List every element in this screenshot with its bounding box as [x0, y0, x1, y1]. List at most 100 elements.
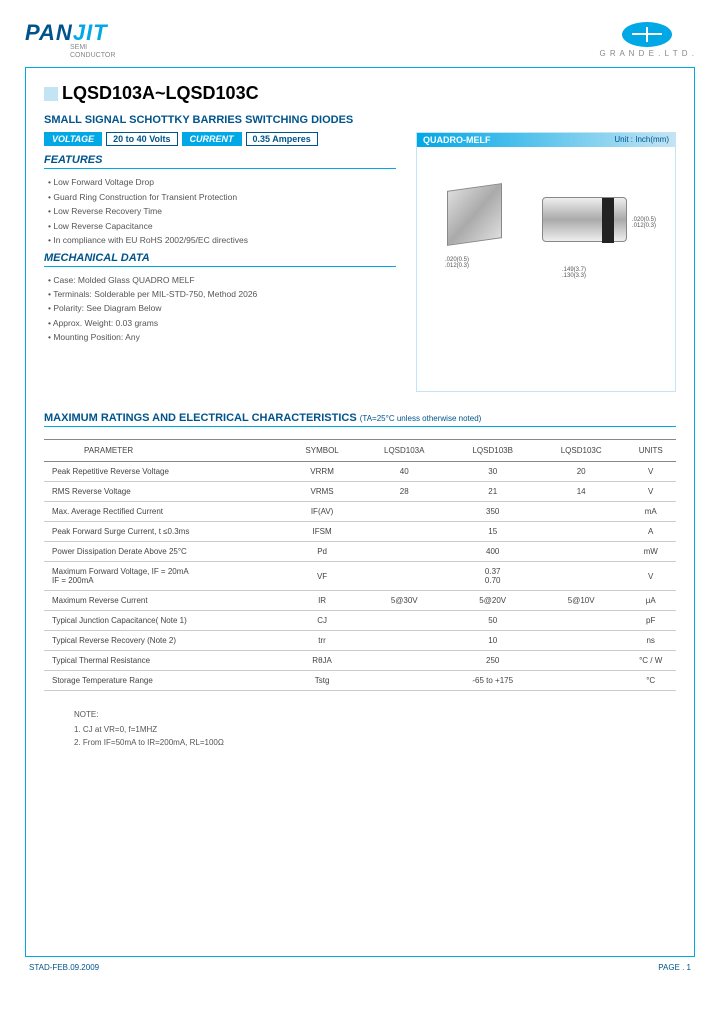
cell-parameter: Typical Reverse Recovery (Note 2)	[44, 631, 284, 651]
logo-text-pan: PAN	[25, 20, 73, 46]
cell-symbol: Tstg	[284, 671, 360, 691]
ratings-table: PARAMETER SYMBOL LQSD103A LQSD103B LQSD1…	[44, 439, 676, 691]
table-row: Typical Junction Capacitance( Note 1)CJ5…	[44, 611, 676, 631]
subtitle: SMALL SIGNAL SCHOTTKY BARRIES SWITCHING …	[44, 114, 676, 126]
dimension-2: .149(3.7) .130(3.3)	[562, 267, 586, 279]
col-a: LQSD103A	[360, 440, 448, 462]
table-row: Typical Reverse Recovery (Note 2)trr10ns	[44, 631, 676, 651]
package-box: QUADRO-MELF Unit : Inch(mm) .020(0.5) .0…	[416, 132, 676, 392]
cell-value: 5@30V	[360, 591, 448, 611]
table-row: RMS Reverse VoltageVRMS282114V	[44, 482, 676, 502]
mechanical-item: Case: Molded Glass QUADRO MELF	[48, 273, 396, 287]
table-row: Power Dissipation Derate Above 25°CPd400…	[44, 542, 676, 562]
logo-subtext: SEMI CONDUCTOR	[70, 44, 115, 59]
package-title: QUADRO-MELF	[423, 135, 491, 145]
table-row: Max. Average Rectified CurrentIF(AV)350m…	[44, 502, 676, 522]
table-row: Storage Temperature RangeTstg-65 to +175…	[44, 671, 676, 691]
cathode-band	[602, 198, 614, 243]
table-row: Peak Repetitive Reverse VoltageVRRM40302…	[44, 462, 676, 482]
upper-columns: VOLTAGE 20 to 40 Volts CURRENT 0.35 Ampe…	[44, 132, 676, 392]
table-header-row: PARAMETER SYMBOL LQSD103A LQSD103B LQSD1…	[44, 440, 676, 462]
cell-parameter: Typical Thermal Resistance	[44, 651, 284, 671]
cell-units: mA	[625, 502, 676, 522]
cell-parameter: RMS Reverse Voltage	[44, 482, 284, 502]
page-footer: STAD-FEB.09.2009 PAGE . 1	[25, 963, 695, 972]
feature-item: In compliance with EU RoHS 2002/95/EC di…	[48, 233, 396, 247]
cell-value: 5@10V	[537, 591, 625, 611]
dimension-1: .020(0.5) .012(0.3)	[445, 257, 469, 269]
cell-value: 10	[360, 631, 625, 651]
title-row: LQSD103A~LQSD103C	[44, 83, 676, 104]
cell-symbol: IFSM	[284, 522, 360, 542]
feature-item: Low Reverse Capacitance	[48, 219, 396, 233]
cell-units: μA	[625, 591, 676, 611]
note-item: 1. CJ at VR=0, f=1MHZ	[74, 724, 676, 737]
cell-parameter: Maximum Reverse Current	[44, 591, 284, 611]
voltage-value: 20 to 40 Volts	[106, 132, 177, 146]
cell-value: 30	[448, 462, 536, 482]
cell-symbol: CJ	[284, 611, 360, 631]
cell-units: °C / W	[625, 651, 676, 671]
feature-item: Low Reverse Recovery Time	[48, 204, 396, 218]
package-diagram: .020(0.5) .012(0.3) .149(3.7) .130(3.3) …	[417, 147, 675, 367]
cell-value: 250	[360, 651, 625, 671]
grande-text: G R A N D E . L T D .	[599, 49, 695, 58]
grande-icon	[622, 22, 672, 47]
cell-value: 40	[360, 462, 448, 482]
cell-value: 21	[448, 482, 536, 502]
cell-parameter: Max. Average Rectified Current	[44, 502, 284, 522]
cell-units: pF	[625, 611, 676, 631]
cell-symbol: trr	[284, 631, 360, 651]
cell-value: -65 to +175	[360, 671, 625, 691]
col-units: UNITS	[625, 440, 676, 462]
col-symbol: SYMBOL	[284, 440, 360, 462]
footer-date: STAD-FEB.09.2009	[29, 963, 99, 972]
col-c: LQSD103C	[537, 440, 625, 462]
melf-side-view	[542, 197, 627, 242]
cell-parameter: Peak Repetitive Reverse Voltage	[44, 462, 284, 482]
logo-panjit: PANJIT SEMI CONDUCTOR	[25, 20, 115, 59]
cell-units: V	[625, 482, 676, 502]
datasheet-page: PANJIT SEMI CONDUCTOR G R A N D E . L T …	[0, 0, 720, 992]
voltage-label: VOLTAGE	[44, 132, 102, 146]
mechanical-list: Case: Molded Glass QUADRO MELFTerminals:…	[44, 273, 396, 345]
footer-page: PAGE . 1	[658, 963, 691, 972]
part-number-title: LQSD103A~LQSD103C	[62, 83, 259, 104]
cell-value: 350	[360, 502, 625, 522]
cell-units: mW	[625, 542, 676, 562]
cell-value: 28	[360, 482, 448, 502]
cell-symbol: VF	[284, 562, 360, 591]
cell-value: 20	[537, 462, 625, 482]
cell-value: 5@20V	[448, 591, 536, 611]
left-column: VOLTAGE 20 to 40 Volts CURRENT 0.35 Ampe…	[44, 132, 396, 392]
cell-units: A	[625, 522, 676, 542]
dimension-3: .020(0.5) .012(0.3)	[632, 217, 656, 229]
notes-title: NOTE:	[74, 709, 676, 722]
logo-text-jit: JIT	[73, 20, 108, 46]
cell-symbol: IF(AV)	[284, 502, 360, 522]
package-unit: Unit : Inch(mm)	[614, 135, 669, 145]
table-row: Peak Forward Surge Current, t ≤0.3msIFSM…	[44, 522, 676, 542]
mechanical-item: Mounting Position: Any	[48, 330, 396, 344]
right-column: QUADRO-MELF Unit : Inch(mm) .020(0.5) .0…	[416, 132, 676, 392]
mechanical-heading: MECHANICAL DATA	[44, 252, 396, 267]
cell-parameter: Typical Junction Capacitance( Note 1)	[44, 611, 284, 631]
cell-units: V	[625, 562, 676, 591]
mechanical-item: Polarity: See Diagram Below	[48, 301, 396, 315]
mechanical-item: Approx. Weight: 0.03 grams	[48, 316, 396, 330]
page-header: PANJIT SEMI CONDUCTOR G R A N D E . L T …	[25, 20, 695, 59]
mechanical-item: Terminals: Solderable per MIL-STD-750, M…	[48, 287, 396, 301]
cell-units: °C	[625, 671, 676, 691]
cell-value: 50	[360, 611, 625, 631]
features-list: Low Forward Voltage DropGuard Ring Const…	[44, 175, 396, 247]
cell-symbol: IR	[284, 591, 360, 611]
table-row: Maximum Forward Voltage, IF = 20mA IF = …	[44, 562, 676, 591]
feature-item: Low Forward Voltage Drop	[48, 175, 396, 189]
ratings-heading: MAXIMUM RATINGS AND ELECTRICAL CHARACTER…	[44, 412, 676, 427]
note-item: 2. From IF=50mA to IR=200mA, RL=100Ω	[74, 737, 676, 750]
melf-top-view	[447, 184, 502, 247]
cell-value: 15	[360, 522, 625, 542]
features-heading: FEATURES	[44, 154, 396, 169]
cell-symbol: VRMS	[284, 482, 360, 502]
cell-value: 0.37 0.70	[360, 562, 625, 591]
